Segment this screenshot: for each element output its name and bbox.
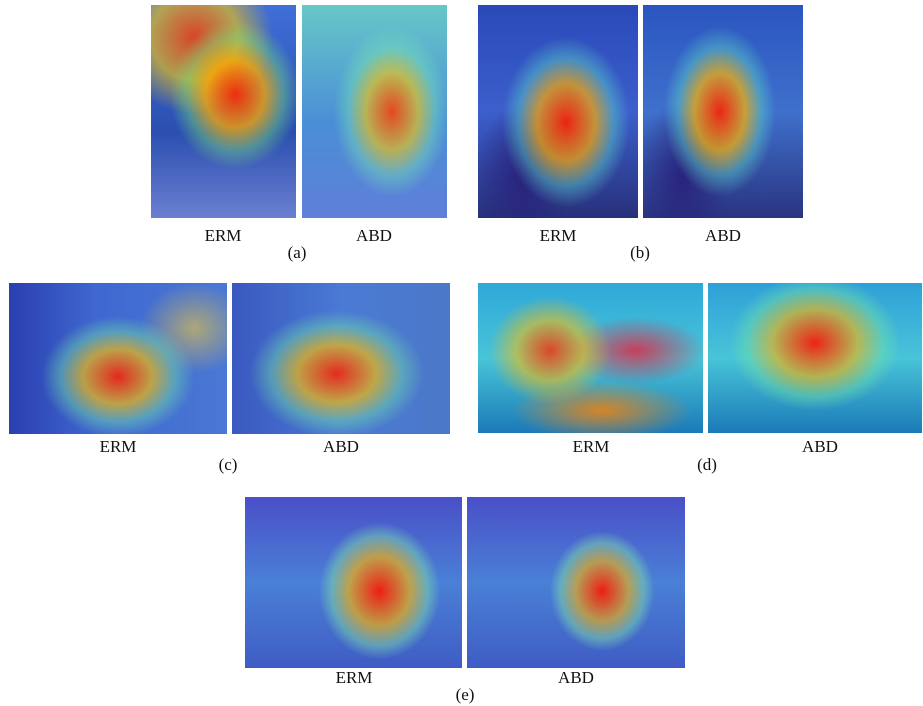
panel-label: (d) (697, 455, 717, 475)
image-caption: ERM (540, 226, 577, 246)
panel-label: (a) (288, 243, 307, 263)
image-caption: ABD (356, 226, 392, 246)
heatmap-image (245, 497, 462, 668)
heatmap-image (643, 5, 803, 218)
heatmap-image (302, 5, 447, 218)
heatmap-image (9, 283, 227, 434)
panel-label: (e) (456, 685, 475, 705)
figure: {"panels": [ {"label": "(a)", "images": … (0, 0, 923, 706)
heatmap-image (478, 5, 638, 218)
image-caption: ERM (205, 226, 242, 246)
image-caption: ERM (573, 437, 610, 457)
image-caption: ERM (336, 668, 373, 688)
panel-label: (c) (219, 455, 238, 475)
heatmap-image (151, 5, 296, 218)
image-caption: ABD (323, 437, 359, 457)
panel-label: (b) (630, 243, 650, 263)
heatmap-image (232, 283, 450, 434)
heatmap-image (467, 497, 685, 668)
heatmap-image (708, 283, 922, 433)
image-caption: ABD (705, 226, 741, 246)
heatmap-image (478, 283, 703, 433)
image-caption: ABD (802, 437, 838, 457)
image-caption: ERM (100, 437, 137, 457)
image-caption: ABD (558, 668, 594, 688)
